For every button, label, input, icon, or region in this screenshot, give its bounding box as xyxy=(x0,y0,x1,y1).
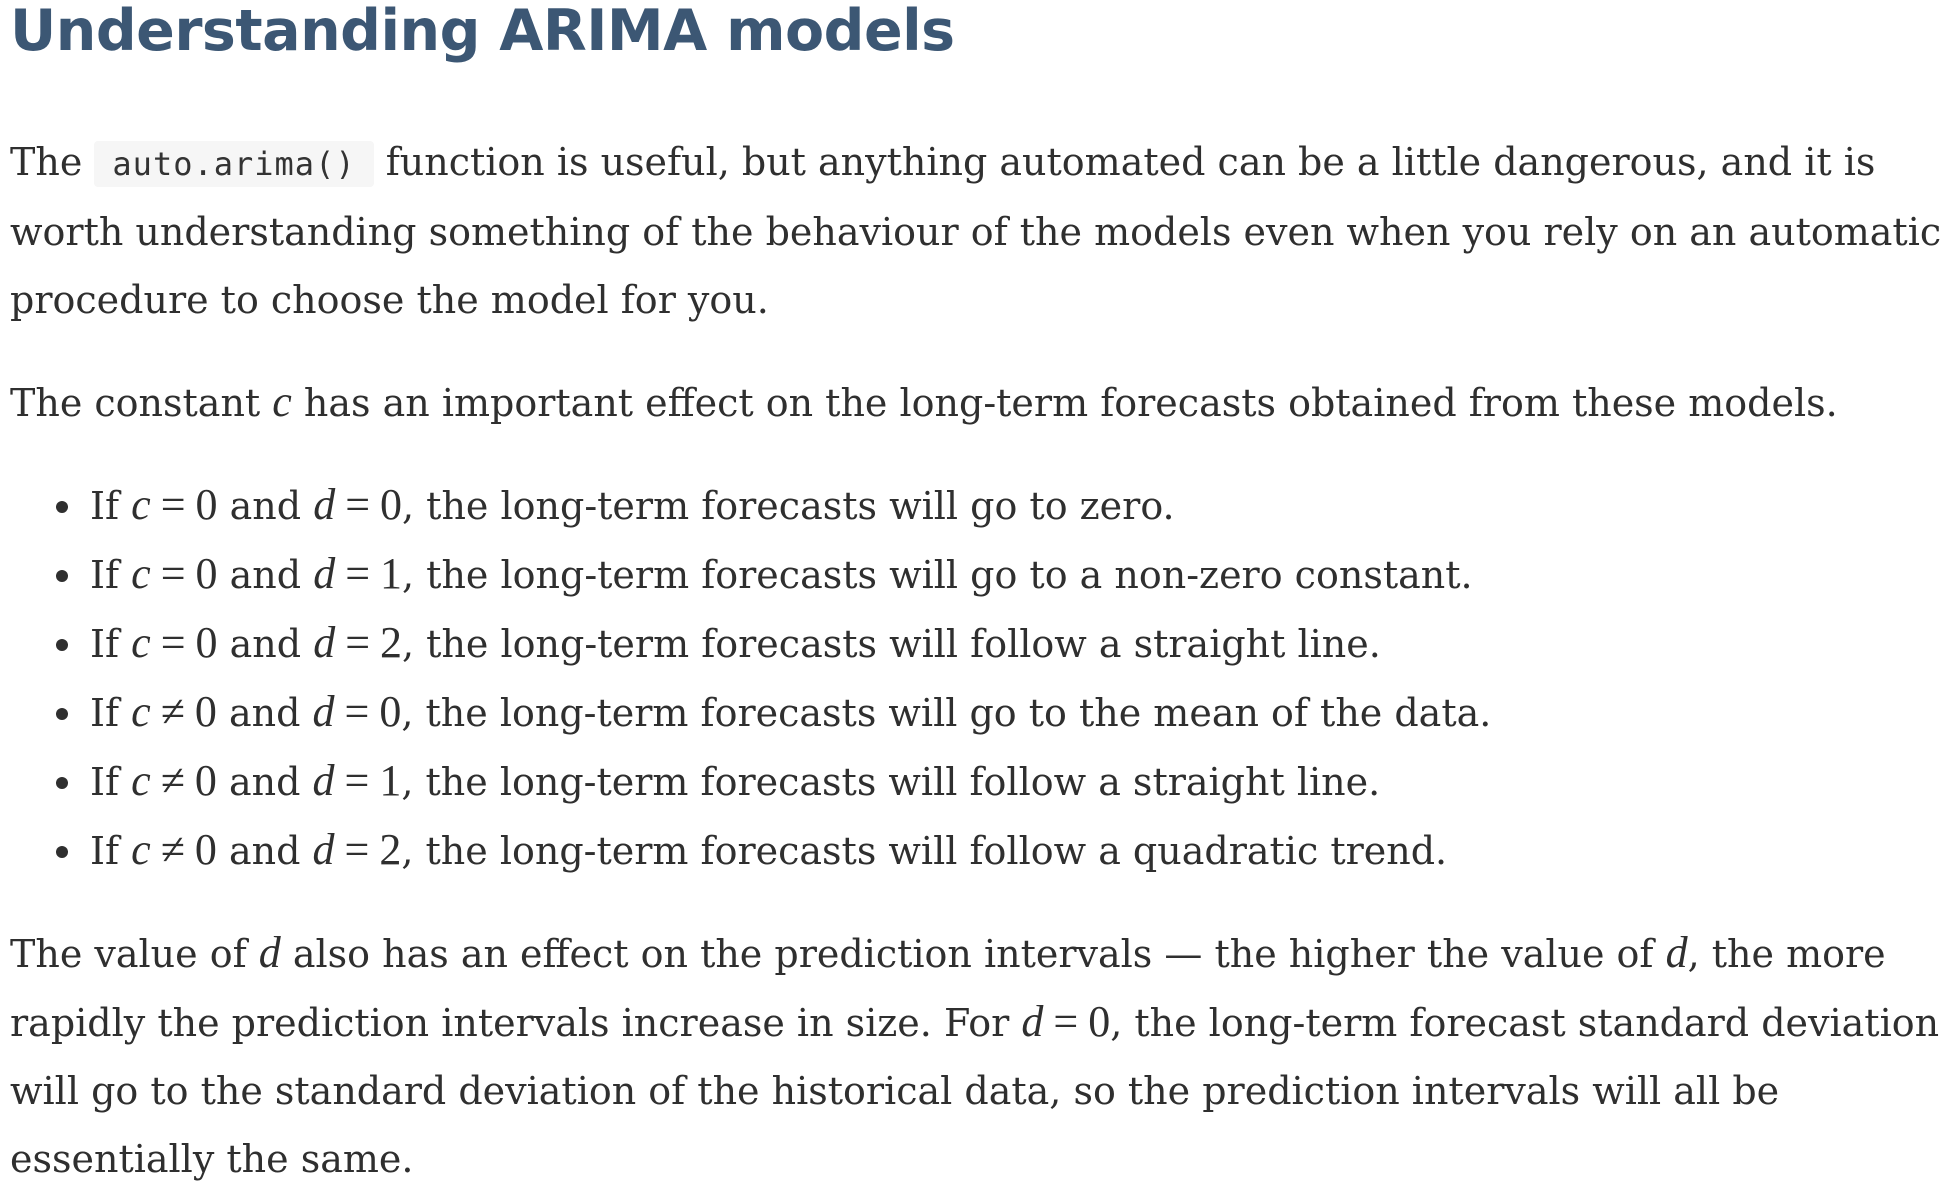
paragraph-text: function is useful, but anything automat… xyxy=(10,140,1942,322)
bullet-icon xyxy=(56,777,68,789)
math-number: 1 xyxy=(380,549,403,598)
math-variable-c: c xyxy=(131,549,151,598)
math-variable-d: d xyxy=(1021,997,1044,1046)
math-variable-c: c xyxy=(272,377,292,426)
bullet-icon xyxy=(56,846,68,858)
bullet-icon xyxy=(56,570,68,582)
math-number: 0 xyxy=(1088,997,1111,1046)
paragraph-constant: The constant c has an important effect o… xyxy=(10,368,1945,437)
math-operator: = xyxy=(344,756,370,805)
math-number: 2 xyxy=(379,825,402,874)
math-number: 0 xyxy=(380,480,403,529)
math-variable-d: d xyxy=(313,618,336,667)
item-text: , the long-term forecasts will go to a n… xyxy=(402,553,1473,597)
math-number: 1 xyxy=(379,756,402,805)
math-variable-d: d xyxy=(1665,928,1688,977)
math-variable-d: d xyxy=(312,825,335,874)
math-variable-d: d xyxy=(312,756,335,805)
math-variable-c: c xyxy=(131,618,151,667)
math-variable-d: d xyxy=(312,687,335,736)
paragraph-auto-arima: The auto.arima() function is useful, but… xyxy=(10,128,1945,334)
math-operator: = xyxy=(160,480,186,529)
list-item: If c ≠ 0 and d = 1, the long-term forecasts … xyxy=(10,747,1945,816)
math-operator: = xyxy=(160,549,186,598)
inline-code: auto.arima() xyxy=(94,141,374,187)
paragraph-text: The constant xyxy=(10,381,261,425)
math-operator: = xyxy=(345,549,371,598)
item-text: If xyxy=(90,622,120,666)
item-text: If xyxy=(90,553,120,597)
math-variable-c: c xyxy=(131,756,151,805)
forecast-rules-list: If c = 0 and d = 0, the long-term forecasts … xyxy=(10,471,1945,885)
list-item: If c = 0 and d = 1, the long-term forecasts … xyxy=(10,540,1945,609)
item-text: , the long-term forecasts will follow a … xyxy=(402,622,1381,666)
math-number: 0 xyxy=(379,687,402,736)
paragraph-text: The value of xyxy=(10,932,247,976)
math-operator: = xyxy=(344,825,370,874)
list-item: If c ≠ 0 and d = 0, the long-term forecasts … xyxy=(10,678,1945,747)
math-operator: ≠ xyxy=(160,756,185,805)
section-heading: Understanding ARIMA models xyxy=(10,0,955,64)
math-variable-d: d xyxy=(313,549,336,598)
math-operator: = xyxy=(345,618,371,667)
math-operator: = xyxy=(1053,997,1079,1046)
list-item: If c = 0 and d = 0, the long-term forecasts … xyxy=(10,471,1945,540)
item-text: and xyxy=(229,622,302,666)
math-variable-c: c xyxy=(131,687,151,736)
paragraph-text: , the more rapidly the prediction interv… xyxy=(10,932,1886,1045)
item-text: If xyxy=(90,829,120,873)
math-variable-c: c xyxy=(131,480,151,529)
item-text: and xyxy=(229,553,302,597)
list-item: If c = 0 and d = 2, the long-term forecasts … xyxy=(10,609,1945,678)
math-variable-d: d xyxy=(313,480,336,529)
item-text: , the long-term forecasts will go to zer… xyxy=(402,484,1175,528)
math-number: 2 xyxy=(380,618,403,667)
bullet-icon xyxy=(56,708,68,720)
item-text: and xyxy=(229,484,302,528)
math-operator: = xyxy=(344,687,370,736)
math-variable-c: c xyxy=(131,825,151,874)
item-text: and xyxy=(228,829,301,873)
math-number: 0 xyxy=(195,480,218,529)
item-text: and xyxy=(228,691,301,735)
item-text: , the long-term forecasts will go to the… xyxy=(401,691,1492,735)
math-variable-d: d xyxy=(258,928,281,977)
math-operator: ≠ xyxy=(160,687,185,736)
item-text: , the long-term forecasts will follow a … xyxy=(401,829,1448,873)
item-text: If xyxy=(90,691,120,735)
item-text: If xyxy=(90,760,120,804)
paragraph-text: also has an effect on the prediction int… xyxy=(292,932,1654,976)
paragraph-prediction-intervals: The value of d also has an effect on the… xyxy=(10,919,1945,1193)
item-text: , the long-term forecasts will follow a … xyxy=(401,760,1381,804)
item-text: and xyxy=(228,760,301,804)
math-number: 0 xyxy=(195,618,218,667)
item-text: If xyxy=(90,484,120,528)
paragraph-text: has an important effect on the long-term… xyxy=(303,381,1838,425)
math-number: 0 xyxy=(194,687,217,736)
article-section: Understanding ARIMA models The auto.arim… xyxy=(10,0,1945,1193)
list-item: If c ≠ 0 and d = 2, the long-term forecasts … xyxy=(10,816,1945,885)
math-number: 0 xyxy=(194,825,217,874)
math-number: 0 xyxy=(195,549,218,598)
math-operator: ≠ xyxy=(160,825,185,874)
math-number: 0 xyxy=(194,756,217,805)
paragraph-text: The xyxy=(10,140,83,184)
bullet-icon xyxy=(56,639,68,651)
math-operator: = xyxy=(160,618,186,667)
math-operator: = xyxy=(345,480,371,529)
bullet-icon xyxy=(56,501,68,513)
paragraph-text: , the long-term forecast standard deviat… xyxy=(10,1001,1940,1181)
